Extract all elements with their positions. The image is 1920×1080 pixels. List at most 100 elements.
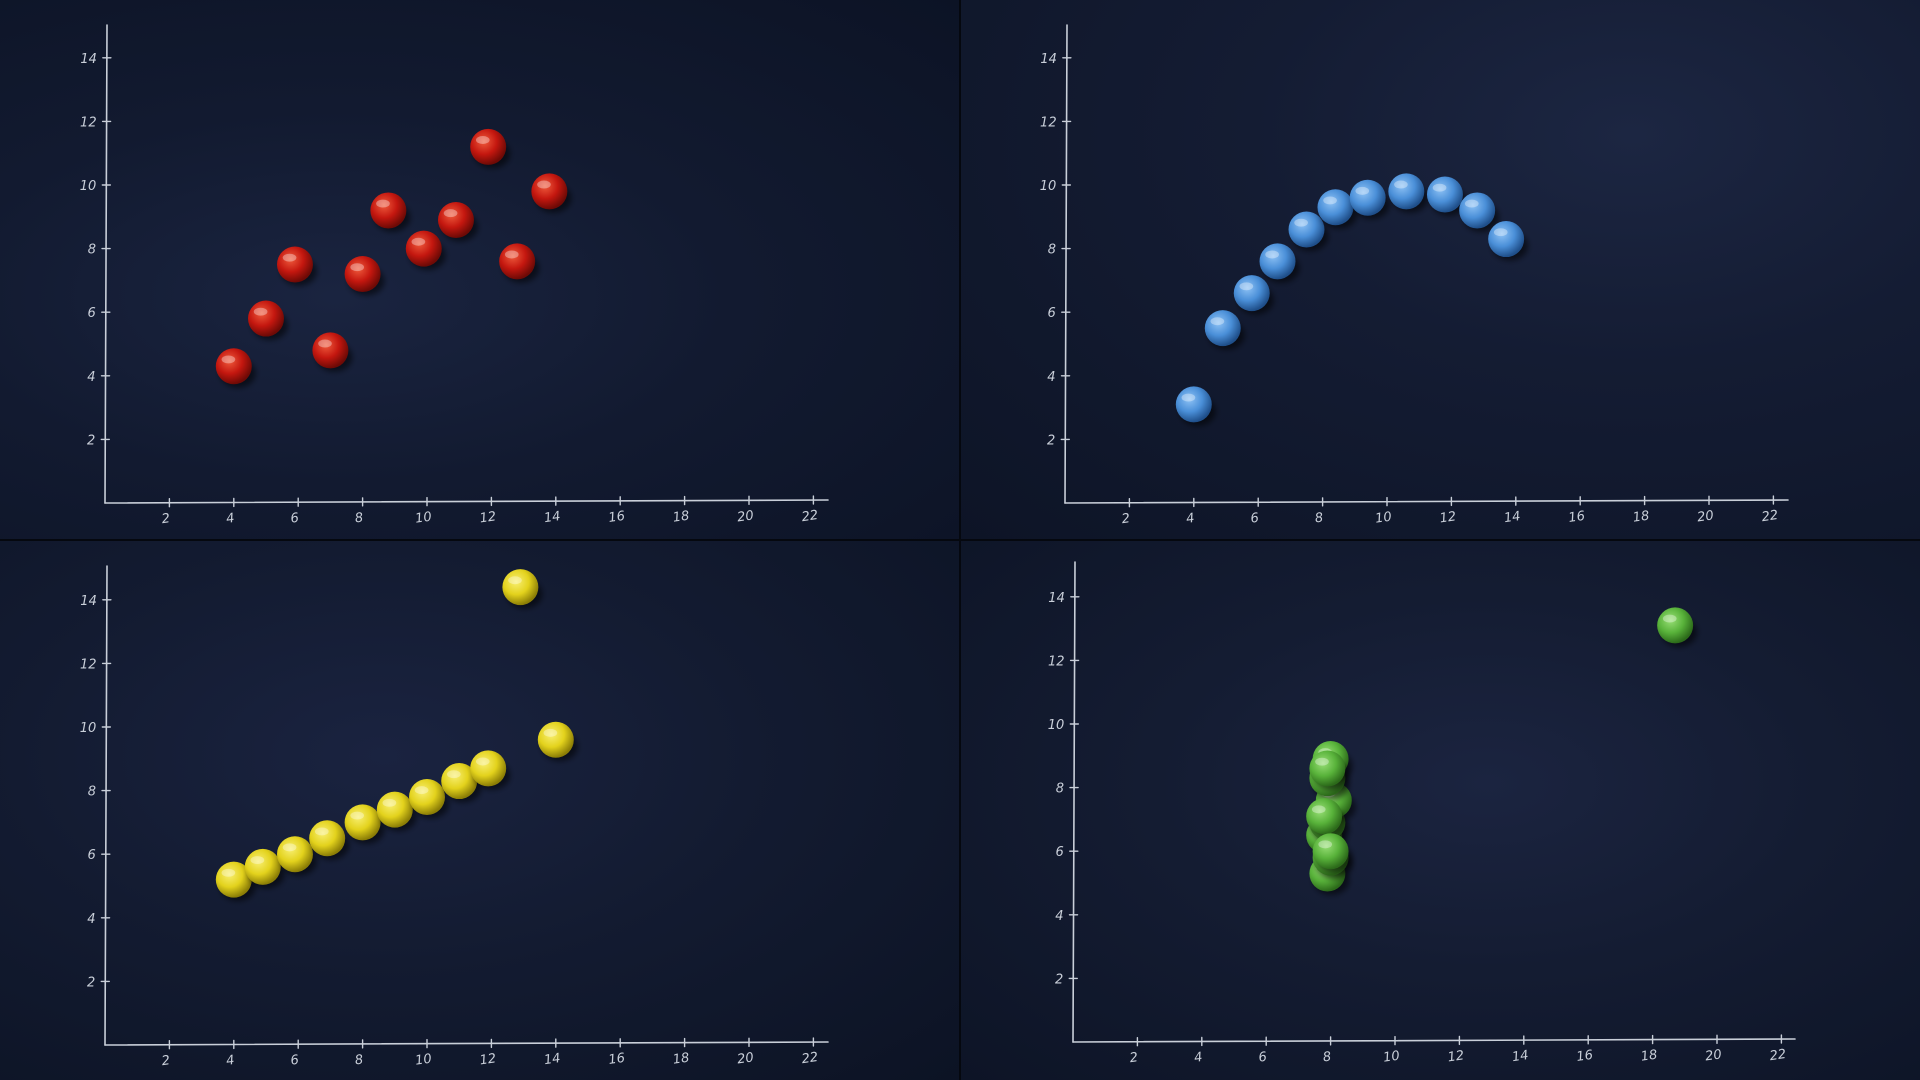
y-tick-label: 10 <box>1048 718 1065 733</box>
x-tick-label: 6 <box>290 511 300 527</box>
data-point-red-candy <box>370 192 411 232</box>
x-tick-label: 12 <box>479 509 497 526</box>
y-tick-label: 4 <box>1055 909 1063 924</box>
data-point-blue-candy <box>1233 275 1274 315</box>
x-tick-label: 18 <box>672 509 690 526</box>
y-tick-label: 10 <box>80 721 97 736</box>
data-point-yellow-candy <box>344 804 385 844</box>
x-tick-label: 4 <box>225 511 235 527</box>
y-tick-label: 4 <box>1047 370 1055 385</box>
data-point-green-candy <box>1306 798 1347 838</box>
y-tick-label: 8 <box>1056 782 1064 797</box>
x-tick-label: 16 <box>1575 1048 1593 1065</box>
y-tick-label: 8 <box>88 243 96 258</box>
x-axis-line <box>1072 1038 1796 1043</box>
data-point-red-candy <box>405 230 446 270</box>
x-tick-label: 10 <box>1382 1049 1400 1066</box>
y-axis-line <box>1072 561 1076 1043</box>
data-point-red-candy <box>276 246 317 286</box>
chart-panel-red: 2 4 6 8 10 12 14 16 18 20 22 2 4 6 8 10 12 14 <box>0 0 960 540</box>
x-tick-label: 20 <box>736 508 754 525</box>
y-tick-label: 6 <box>88 848 96 863</box>
chart-panel-blue: 2 4 6 8 10 12 14 16 18 20 22 2 4 6 8 10 12 14 <box>960 0 1920 540</box>
data-point-blue-candy <box>1426 176 1467 216</box>
x-tick-label: 22 <box>1761 508 1779 525</box>
x-tick-label: 12 <box>479 1051 497 1068</box>
data-point-yellow-candy <box>276 836 317 876</box>
data-point-red-candy <box>470 128 511 169</box>
x-tick-label: 8 <box>1314 510 1324 526</box>
chart-panel-green: 2 4 6 8 10 12 14 16 18 20 22 2 4 6 8 10 12 14 <box>960 540 1920 1080</box>
data-point-yellow-candy <box>441 763 482 803</box>
x-axis-line <box>104 1041 829 1046</box>
x-tick-label: 18 <box>1640 1048 1658 1065</box>
data-point-green-candy <box>1309 750 1350 790</box>
y-tick-label: 2 <box>1055 972 1063 987</box>
x-tick-label: 10 <box>414 510 432 527</box>
data-point-red-candy <box>215 348 256 388</box>
data-point-blue-candy <box>1204 310 1245 350</box>
y-tick-label: 6 <box>1048 306 1056 321</box>
data-point-yellow-candy <box>376 791 417 832</box>
x-tick-label: 12 <box>1447 1048 1465 1065</box>
x-tick-label: 4 <box>225 1053 235 1069</box>
x-tick-label: 20 <box>736 1050 754 1067</box>
data-point-yellow-candy <box>309 820 350 860</box>
y-tick-label: 12 <box>80 115 97 130</box>
data-point-yellow-candy <box>215 861 256 902</box>
x-tick-label: 2 <box>1129 1050 1139 1066</box>
data-point-yellow-candy <box>244 848 285 889</box>
y-tick-label: 14 <box>80 52 97 67</box>
x-tick-label: 6 <box>1250 511 1260 527</box>
x-tick-label: 18 <box>672 1051 690 1068</box>
x-tick-label: 22 <box>1769 1047 1787 1064</box>
y-tick-label: 10 <box>80 179 97 194</box>
data-point-red-candy <box>312 332 353 372</box>
data-point-blue-candy <box>1175 386 1216 426</box>
x-tick-label: 6 <box>290 1053 300 1069</box>
data-point-blue-candy <box>1388 173 1429 213</box>
x-tick-label: 8 <box>354 510 364 526</box>
x-tick-label: 10 <box>1374 510 1392 527</box>
x-axis-line <box>104 499 829 504</box>
data-point-yellow-candy <box>409 778 449 819</box>
x-tick-label: 14 <box>1503 509 1521 526</box>
data-point-red-candy <box>531 173 572 213</box>
y-axis-line <box>104 24 108 504</box>
x-tick-label: 20 <box>1696 508 1714 525</box>
data-point-yellow-candy <box>537 721 578 762</box>
data-point-yellow-candy <box>502 569 543 609</box>
x-tick-label: 16 <box>607 1051 625 1068</box>
y-tick-label: 14 <box>1040 52 1057 67</box>
panel-divider-vertical <box>959 0 961 1080</box>
x-tick-label: 22 <box>801 508 819 525</box>
x-tick-label: 20 <box>1704 1047 1722 1064</box>
data-point-red-candy <box>437 201 478 242</box>
x-tick-label: 6 <box>1258 1050 1268 1066</box>
x-tick-label: 18 <box>1632 509 1650 526</box>
x-tick-label: 14 <box>543 1051 561 1068</box>
data-point-blue-candy <box>1349 179 1390 220</box>
y-tick-label: 6 <box>1056 845 1064 860</box>
y-tick-label: 8 <box>1048 243 1056 258</box>
y-tick-label: 8 <box>88 785 96 800</box>
y-tick-label: 4 <box>87 912 95 927</box>
y-tick-label: 12 <box>80 657 97 672</box>
y-axis-line <box>1064 24 1068 504</box>
data-point-red-candy <box>248 300 288 340</box>
y-tick-label: 12 <box>1048 654 1065 669</box>
x-tick-label: 4 <box>1185 511 1195 527</box>
chart-panel-yellow: 2 4 6 8 10 12 14 16 18 20 22 2 4 6 8 10 12 14 <box>0 540 960 1080</box>
y-axis-line <box>104 565 108 1046</box>
data-point-blue-candy <box>1288 211 1329 251</box>
x-tick-label: 8 <box>1322 1049 1332 1065</box>
x-tick-label: 10 <box>414 1052 432 1069</box>
y-tick-label: 2 <box>87 433 95 448</box>
x-tick-label: 2 <box>161 1053 171 1069</box>
x-tick-label: 12 <box>1439 509 1457 526</box>
x-tick-label: 16 <box>607 509 625 526</box>
data-point-red-candy <box>499 243 540 283</box>
